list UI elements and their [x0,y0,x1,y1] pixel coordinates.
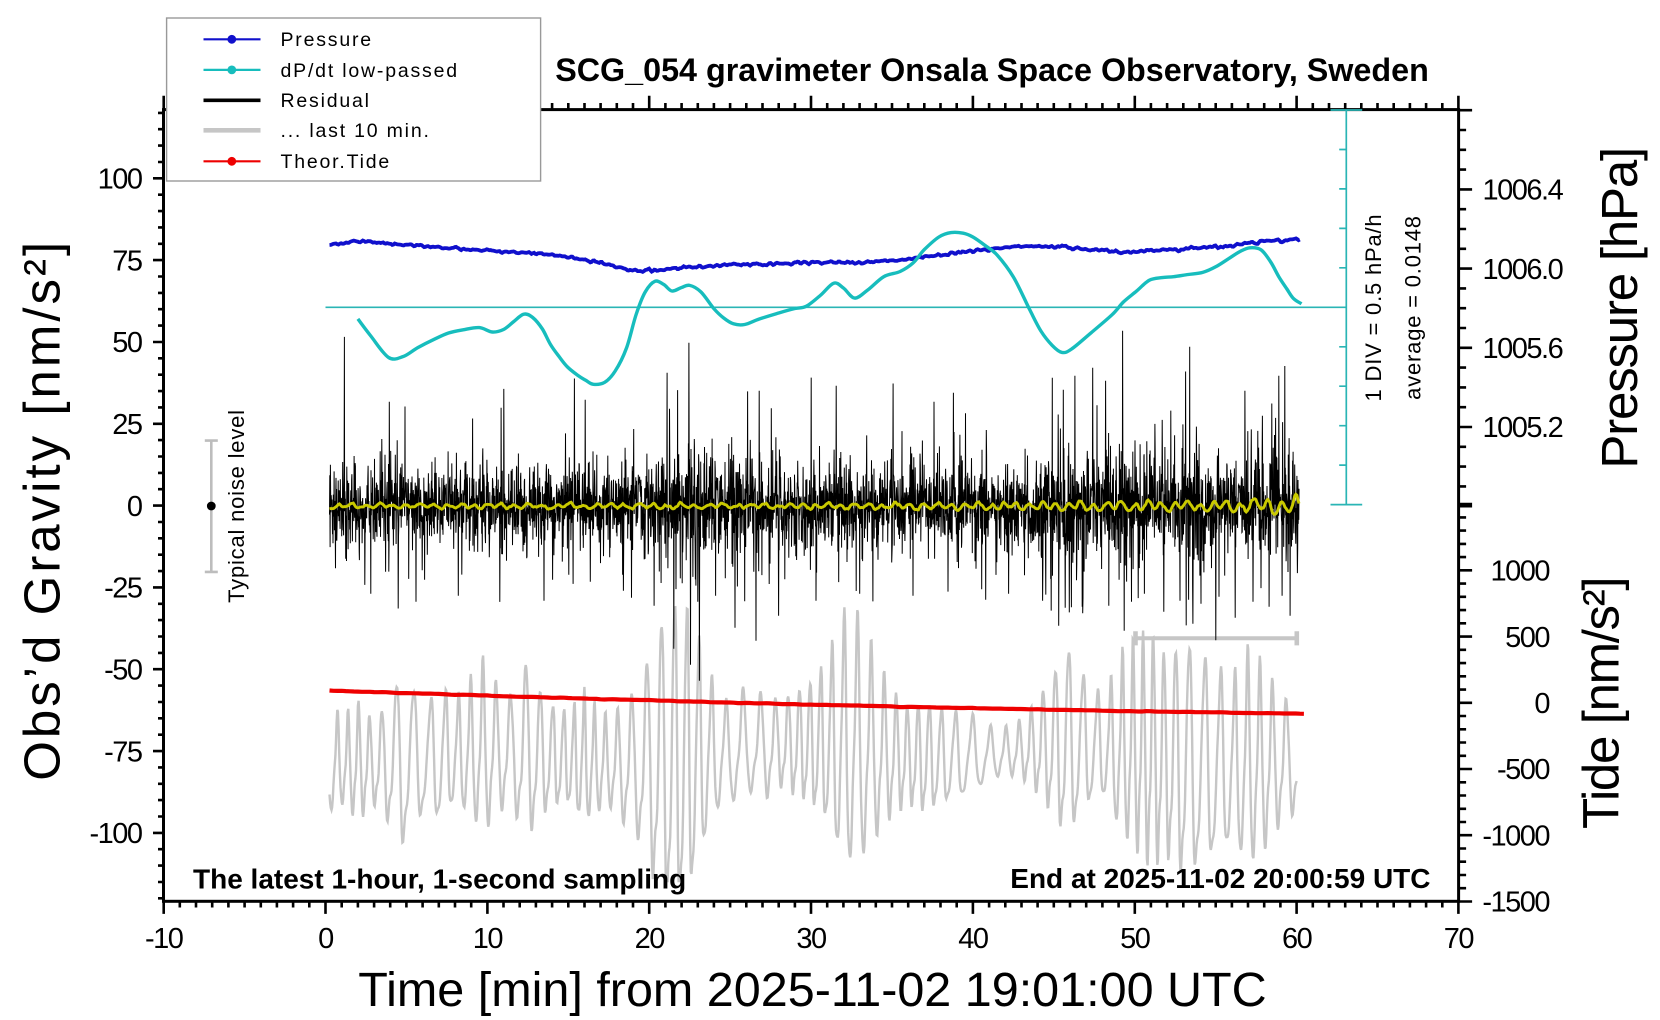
svg-text:50: 50 [112,327,142,359]
svg-text:Time [min] from 2025-11-02 19:: Time [min] from 2025-11-02 19:01:00 UTC [358,963,1266,1017]
svg-text:1006.0: 1006.0 [1483,254,1563,286]
svg-text:SCG_054 gravimeter Onsala Spac: SCG_054 gravimeter Onsala Space Observat… [555,52,1429,88]
svg-text:1006.4: 1006.4 [1483,175,1564,207]
svg-text:Typical noise level: Typical noise level [224,409,249,603]
svg-text:Theor.Tide: Theor.Tide [281,151,392,173]
svg-text:-100: -100 [89,818,141,850]
svg-text:0: 0 [1534,688,1549,720]
svg-text:-10: -10 [145,923,183,955]
svg-text:500: 500 [1505,622,1549,654]
svg-text:1005.6: 1005.6 [1483,333,1563,365]
svg-text:average = 0.0148: average = 0.0148 [1401,215,1426,400]
svg-text:70: 70 [1444,923,1474,955]
svg-text:Tide [nm/s²]: Tide [nm/s²] [1573,578,1630,829]
svg-text:-1000: -1000 [1482,821,1549,853]
svg-text:dP/dt low-passed: dP/dt low-passed [281,60,459,82]
svg-text:20: 20 [635,923,665,955]
svg-text:50: 50 [1120,923,1150,955]
svg-text:-25: -25 [104,573,142,605]
svg-text:1005.2: 1005.2 [1483,412,1563,444]
svg-text:25: 25 [112,409,142,441]
svg-text:0: 0 [127,491,142,523]
svg-text:-1500: -1500 [1482,887,1549,919]
svg-text:30: 30 [796,923,826,955]
svg-text:10: 10 [473,923,503,955]
svg-text:Pressure [hPa]: Pressure [hPa] [1591,148,1648,469]
svg-text:End at 2025-11-02 20:00:59 UTC: End at 2025-11-02 20:00:59 UTC [1010,863,1430,894]
svg-text:Obs’d Gravity [nm/s²]: Obs’d Gravity [nm/s²] [14,239,71,781]
svg-text:Residual: Residual [281,90,371,112]
svg-text:... last 10 min.: ... last 10 min. [281,120,431,142]
svg-text:-50: -50 [104,654,142,686]
svg-text:0: 0 [318,923,333,955]
svg-text:-75: -75 [104,736,142,768]
svg-text:40: 40 [958,923,988,955]
svg-text:1 DIV = 0.5 hPa/h: 1 DIV = 0.5 hPa/h [1361,214,1386,402]
svg-text:75: 75 [112,245,142,277]
svg-text:60: 60 [1282,923,1312,955]
svg-text:-500: -500 [1497,754,1549,786]
svg-text:100: 100 [98,164,142,196]
svg-text:1000: 1000 [1490,556,1549,588]
svg-text:Pressure: Pressure [281,29,373,51]
svg-text:The latest 1-hour, 1-second sa: The latest 1-hour, 1-second sampling [193,864,686,895]
